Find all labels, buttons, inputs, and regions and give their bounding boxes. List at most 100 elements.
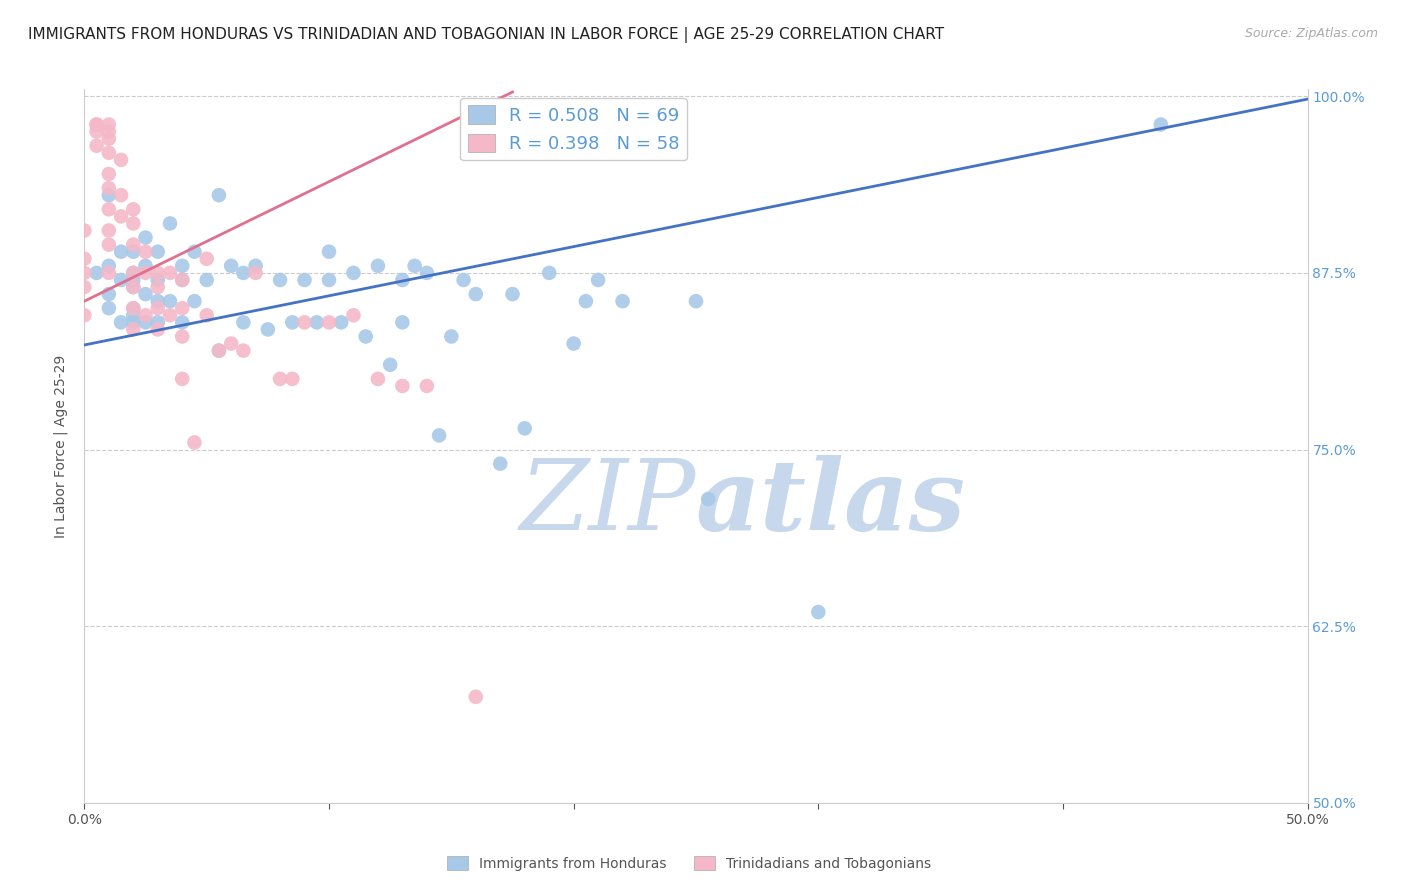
Point [464,287,486,301]
Point [380,358,402,372]
Point [183,244,205,259]
Legend: Immigrants from Honduras, Trinidadians and Tobagonians: Immigrants from Honduras, Trinidadians a… [441,850,936,876]
Point [86,118,108,132]
Point [416,266,439,280]
Point [86,125,108,139]
Point [73,266,96,280]
Point [122,322,145,336]
Point [172,273,194,287]
Point [97,188,120,202]
Point [172,329,194,343]
Point [135,287,157,301]
Point [172,315,194,329]
Point [122,237,145,252]
Point [354,329,377,343]
Point [135,308,157,322]
Point [97,118,120,132]
Point [330,315,353,329]
Point [612,294,634,309]
Point [122,273,145,287]
Point [122,301,145,316]
Point [281,372,304,386]
Point [208,188,231,202]
Point [97,181,120,195]
Y-axis label: In Labor Force | Age 25-29: In Labor Force | Age 25-29 [53,354,69,538]
Text: Source: ZipAtlas.com: Source: ZipAtlas.com [1244,27,1378,40]
Point [489,457,512,471]
Point [294,273,316,287]
Point [513,421,536,435]
Point [97,259,120,273]
Point [122,216,145,230]
Point [146,280,169,294]
Point [86,266,108,280]
Text: ZIP: ZIP [520,456,696,550]
Point [342,266,364,280]
Point [97,167,120,181]
Point [97,223,120,237]
Point [502,287,524,301]
Point [110,210,132,224]
Text: IMMIGRANTS FROM HONDURAS VS TRINIDADIAN AND TOBAGONIAN IN LABOR FORCE | AGE 25-2: IMMIGRANTS FROM HONDURAS VS TRINIDADIAN … [28,27,945,43]
Point [73,252,96,266]
Point [122,244,145,259]
Point [208,343,231,358]
Point [146,315,169,329]
Point [122,315,145,329]
Point [464,690,486,704]
Point [135,259,157,273]
Point [110,188,132,202]
Point [342,308,364,322]
Point [135,244,157,259]
Point [135,315,157,329]
Point [219,336,242,351]
Point [427,428,450,442]
Point [146,266,169,280]
Point [97,301,120,316]
Point [73,280,96,294]
Point [146,244,169,259]
Point [172,259,194,273]
Point [391,273,413,287]
Point [305,315,328,329]
Point [807,605,830,619]
Point [232,343,254,358]
Point [391,315,413,329]
Point [294,315,316,329]
Point [172,301,194,316]
Point [195,308,218,322]
Point [122,280,145,294]
Point [172,372,194,386]
Point [146,273,169,287]
Point [97,237,120,252]
Point [122,308,145,322]
Point [159,266,181,280]
Point [195,252,218,266]
Point [159,308,181,322]
Point [318,315,340,329]
Point [122,266,145,280]
Point [97,266,120,280]
Point [122,280,145,294]
Point [159,294,181,309]
Point [159,216,181,230]
Point [97,145,120,160]
Point [245,266,267,280]
Point [416,379,439,393]
Point [135,266,157,280]
Point [86,138,108,153]
Point [1150,118,1173,132]
Point [219,259,242,273]
Text: atlas: atlas [696,455,966,551]
Point [110,315,132,329]
Point [97,202,120,217]
Point [183,435,205,450]
Point [122,266,145,280]
Point [97,125,120,139]
Point [97,287,120,301]
Point [110,244,132,259]
Point [257,322,280,336]
Point [575,294,598,309]
Point [146,322,169,336]
Point [183,294,205,309]
